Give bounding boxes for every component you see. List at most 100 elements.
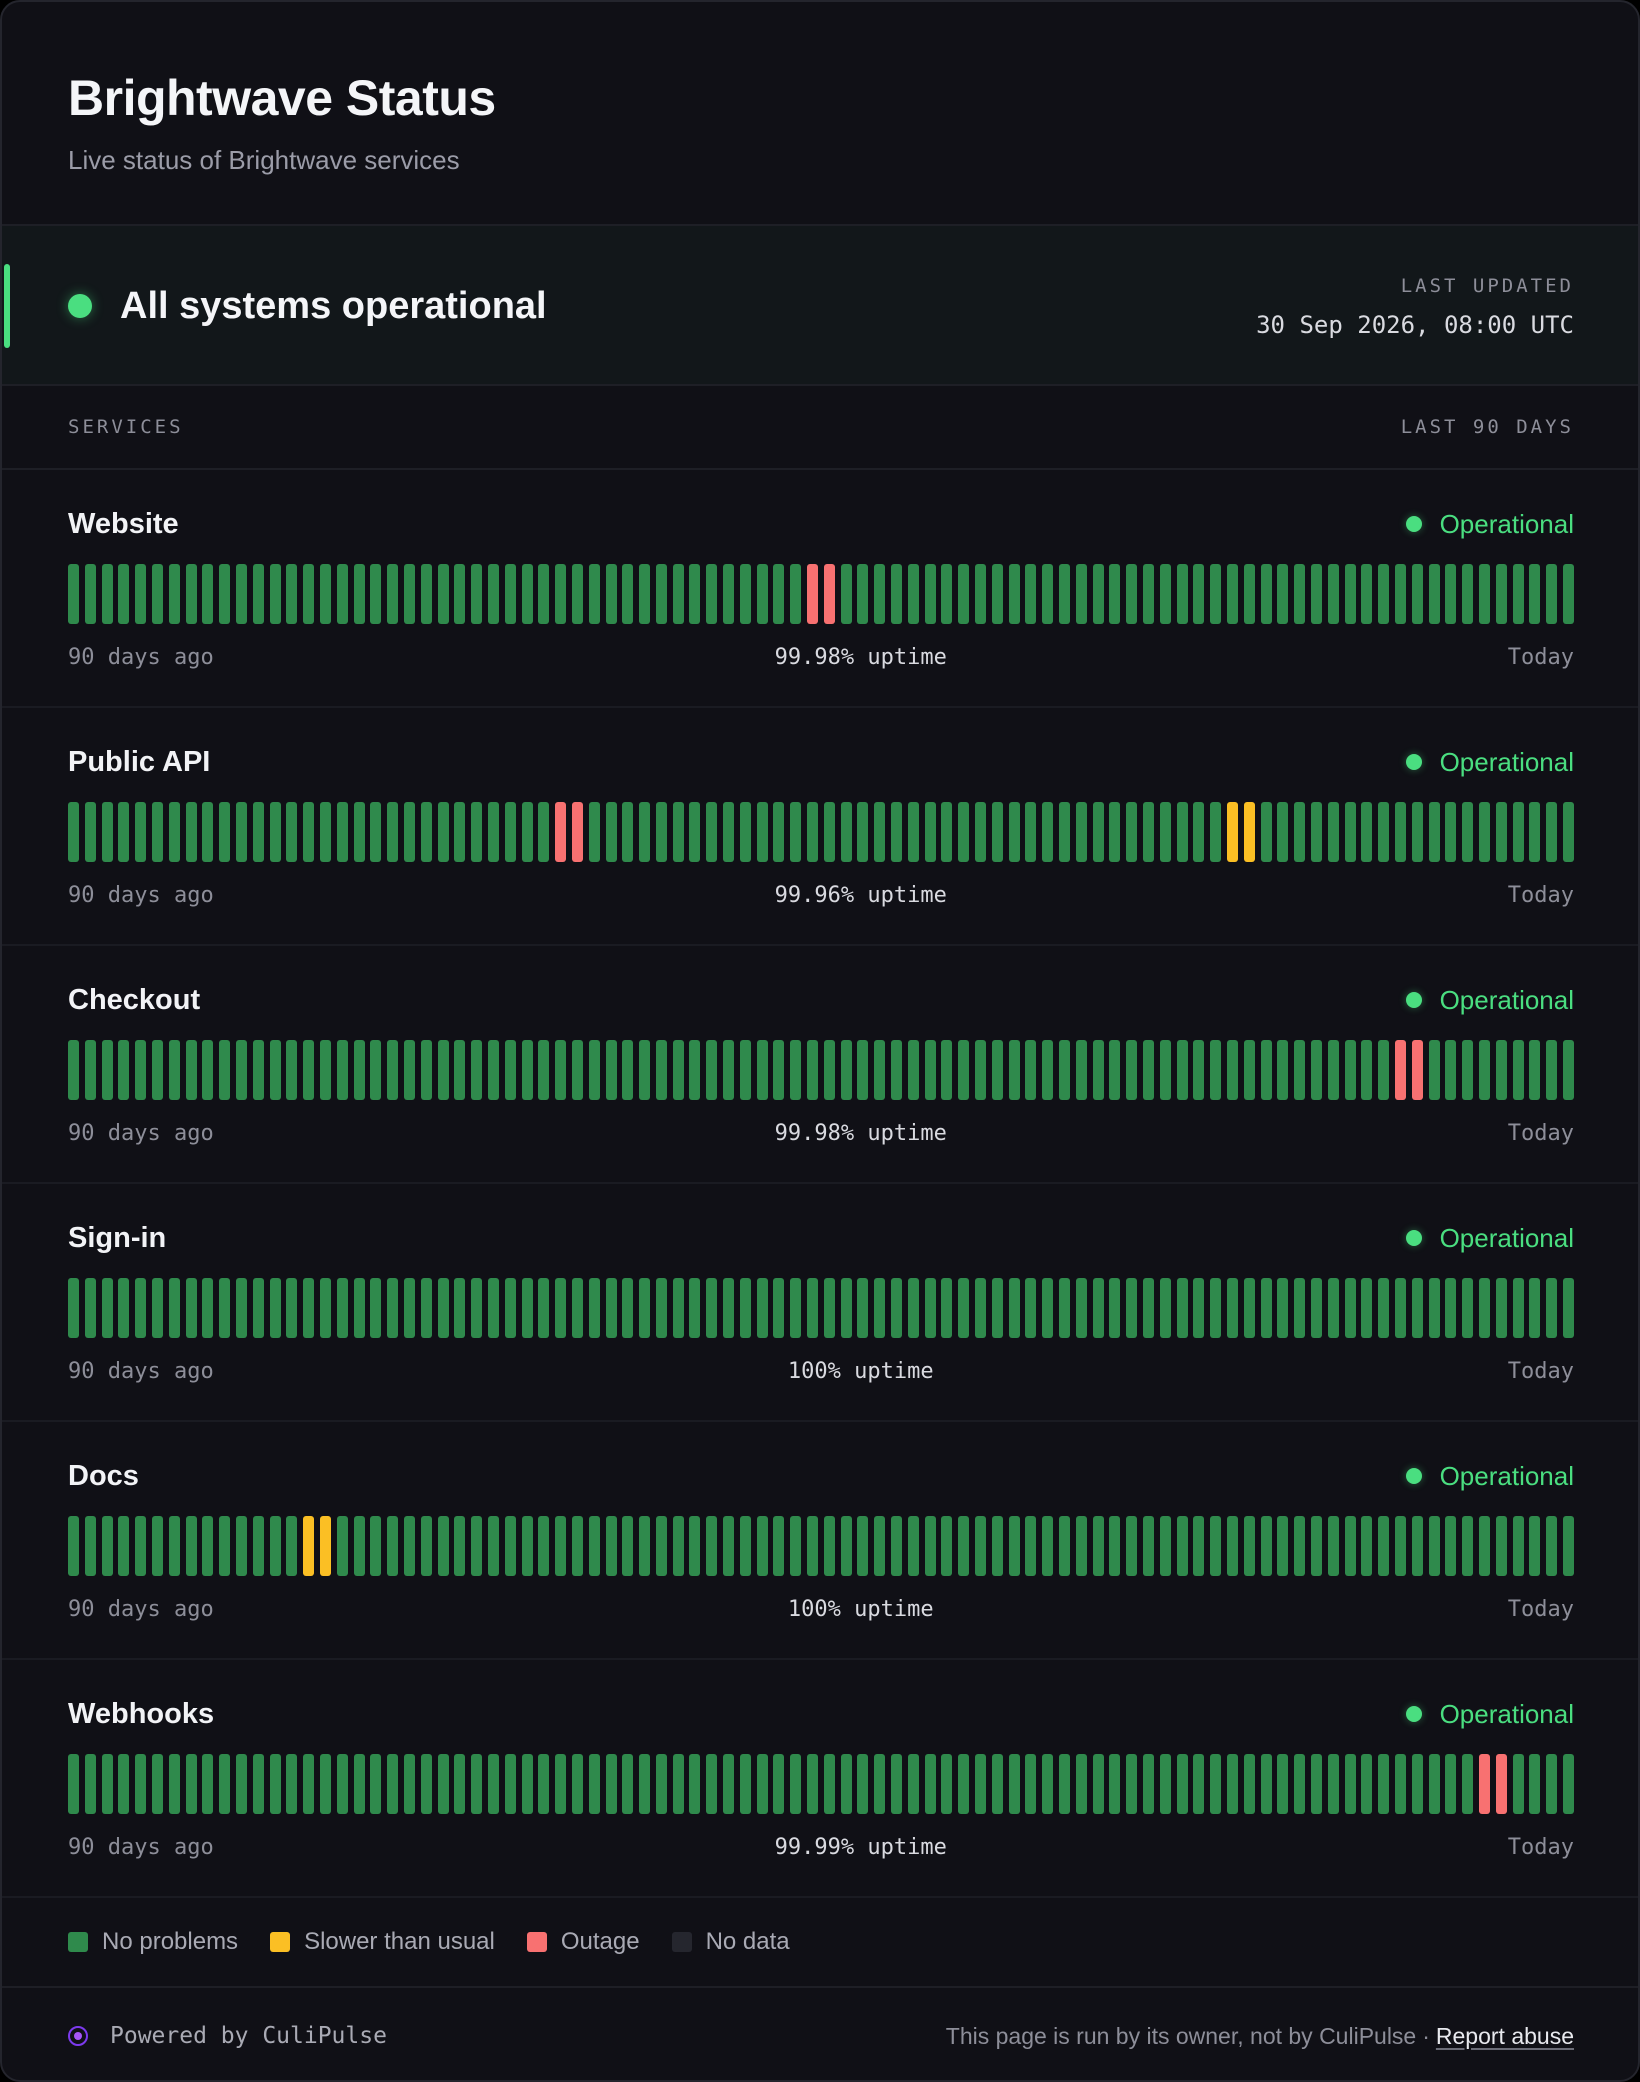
uptime-day-bar[interactable]	[151, 1516, 163, 1576]
uptime-day-bar[interactable]	[1344, 1516, 1356, 1576]
uptime-day-bar[interactable]	[1109, 1754, 1121, 1814]
uptime-day-bar[interactable]	[756, 1516, 768, 1576]
uptime-day-bar[interactable]	[571, 1278, 583, 1338]
uptime-day-bar[interactable]	[991, 1754, 1003, 1814]
uptime-day-bar[interactable]	[1378, 1278, 1390, 1338]
uptime-day-bar[interactable]	[958, 1040, 970, 1100]
uptime-day-bar[interactable]	[1176, 1754, 1188, 1814]
uptime-day-bar[interactable]	[891, 1278, 903, 1338]
uptime-day-bar[interactable]	[1159, 1278, 1171, 1338]
uptime-day-bar[interactable]	[1445, 564, 1457, 624]
uptime-day-bar[interactable]	[975, 1516, 987, 1576]
uptime-day-bar[interactable]	[1243, 1040, 1255, 1100]
uptime-day-bar[interactable]	[622, 1040, 634, 1100]
uptime-day-bar[interactable]	[739, 802, 751, 862]
uptime-day-bar[interactable]	[655, 1040, 667, 1100]
uptime-day-bar[interactable]	[1378, 802, 1390, 862]
uptime-day-bar[interactable]	[336, 564, 348, 624]
uptime-day-bar[interactable]	[319, 564, 331, 624]
uptime-day-bar[interactable]	[1277, 1516, 1289, 1576]
uptime-day-bar[interactable]	[487, 802, 499, 862]
uptime-day-bar[interactable]	[1143, 1754, 1154, 1814]
uptime-day-bar[interactable]	[756, 1040, 768, 1100]
uptime-day-bar[interactable]	[639, 1516, 651, 1576]
uptime-day-bar[interactable]	[403, 564, 415, 624]
uptime-day-bar[interactable]	[622, 802, 634, 862]
uptime-day-bar[interactable]	[891, 1754, 903, 1814]
uptime-day-bar[interactable]	[1260, 802, 1272, 862]
uptime-day-bar[interactable]	[689, 1040, 701, 1100]
uptime-day-bar[interactable]	[1008, 1040, 1020, 1100]
uptime-day-bar[interactable]	[252, 1040, 264, 1100]
uptime-day-bar[interactable]	[1546, 1278, 1558, 1338]
uptime-day-bar-outage[interactable]	[807, 564, 819, 624]
uptime-day-bar[interactable]	[1226, 1040, 1238, 1100]
uptime-day-bar[interactable]	[1243, 1278, 1255, 1338]
uptime-day-bar-slow[interactable]	[1226, 802, 1238, 862]
uptime-day-bar[interactable]	[487, 1040, 499, 1100]
uptime-day-bar[interactable]	[1462, 802, 1474, 862]
uptime-day-bar[interactable]	[840, 1278, 852, 1338]
uptime-day-bar[interactable]	[588, 1278, 600, 1338]
uptime-day-bar[interactable]	[504, 1516, 516, 1576]
uptime-day-bar[interactable]	[1529, 1040, 1541, 1100]
uptime-day-bar[interactable]	[706, 1516, 718, 1576]
uptime-day-bar[interactable]	[168, 1040, 180, 1100]
uptime-day-bar[interactable]	[1226, 1516, 1238, 1576]
uptime-day-bar[interactable]	[991, 802, 1003, 862]
uptime-day-bar[interactable]	[1546, 1754, 1558, 1814]
uptime-day-bar[interactable]	[353, 1040, 365, 1100]
uptime-day-bar[interactable]	[521, 802, 533, 862]
uptime-day-bar[interactable]	[1193, 802, 1205, 862]
uptime-day-bar[interactable]	[504, 802, 516, 862]
uptime-day-bar-outage[interactable]	[1394, 1040, 1406, 1100]
uptime-day-bar[interactable]	[219, 1278, 231, 1338]
uptime-day-bar[interactable]	[202, 1278, 214, 1338]
uptime-day-bar[interactable]	[235, 1278, 247, 1338]
uptime-day-bar[interactable]	[807, 1516, 819, 1576]
uptime-day-bar[interactable]	[639, 1278, 651, 1338]
uptime-day-bar[interactable]	[336, 1040, 348, 1100]
uptime-day-bar[interactable]	[874, 1754, 886, 1814]
uptime-day-bar-outage[interactable]	[555, 802, 567, 862]
uptime-day-bar[interactable]	[202, 1754, 214, 1814]
uptime-day-bar[interactable]	[1025, 1040, 1037, 1100]
uptime-day-bar[interactable]	[1310, 802, 1322, 862]
uptime-day-bar[interactable]	[437, 1040, 449, 1100]
uptime-day-bar[interactable]	[454, 564, 466, 624]
uptime-day-bar[interactable]	[1378, 1754, 1390, 1814]
uptime-day-bar-outage[interactable]	[823, 564, 835, 624]
uptime-day-bar[interactable]	[185, 1754, 197, 1814]
uptime-day-bar[interactable]	[68, 564, 79, 624]
uptime-day-bar[interactable]	[605, 1278, 617, 1338]
uptime-day-bar[interactable]	[823, 1278, 835, 1338]
uptime-day-bar[interactable]	[1025, 1278, 1037, 1338]
uptime-day-bar[interactable]	[370, 1278, 382, 1338]
uptime-day-bar[interactable]	[874, 1516, 886, 1576]
uptime-day-bar[interactable]	[286, 1754, 298, 1814]
uptime-day-bar[interactable]	[1310, 1754, 1322, 1814]
uptime-day-bar[interactable]	[975, 1040, 987, 1100]
uptime-day-bar[interactable]	[773, 1278, 785, 1338]
uptime-day-bar[interactable]	[454, 1754, 466, 1814]
uptime-day-bar[interactable]	[1428, 1516, 1440, 1576]
uptime-day-bar[interactable]	[1512, 564, 1524, 624]
uptime-day-bar[interactable]	[420, 1278, 432, 1338]
uptime-day-bar[interactable]	[1210, 564, 1222, 624]
uptime-day-bar[interactable]	[1327, 1040, 1339, 1100]
uptime-day-bar[interactable]	[1277, 1040, 1289, 1100]
uptime-day-bar[interactable]	[1042, 802, 1054, 862]
uptime-day-bar[interactable]	[504, 1040, 516, 1100]
uptime-day-bar[interactable]	[1344, 1754, 1356, 1814]
uptime-day-bar[interactable]	[1327, 1754, 1339, 1814]
uptime-day-bar[interactable]	[739, 1754, 751, 1814]
uptime-day-bar[interactable]	[1059, 564, 1071, 624]
uptime-day-bar[interactable]	[1243, 1754, 1255, 1814]
uptime-day-bar[interactable]	[790, 564, 802, 624]
uptime-day-bar[interactable]	[1210, 802, 1222, 862]
uptime-day-bar[interactable]	[874, 1040, 886, 1100]
uptime-day-bar[interactable]	[1462, 1516, 1474, 1576]
uptime-day-bar[interactable]	[471, 1040, 483, 1100]
uptime-day-bar[interactable]	[605, 1754, 617, 1814]
uptime-day-bar[interactable]	[1428, 1040, 1440, 1100]
